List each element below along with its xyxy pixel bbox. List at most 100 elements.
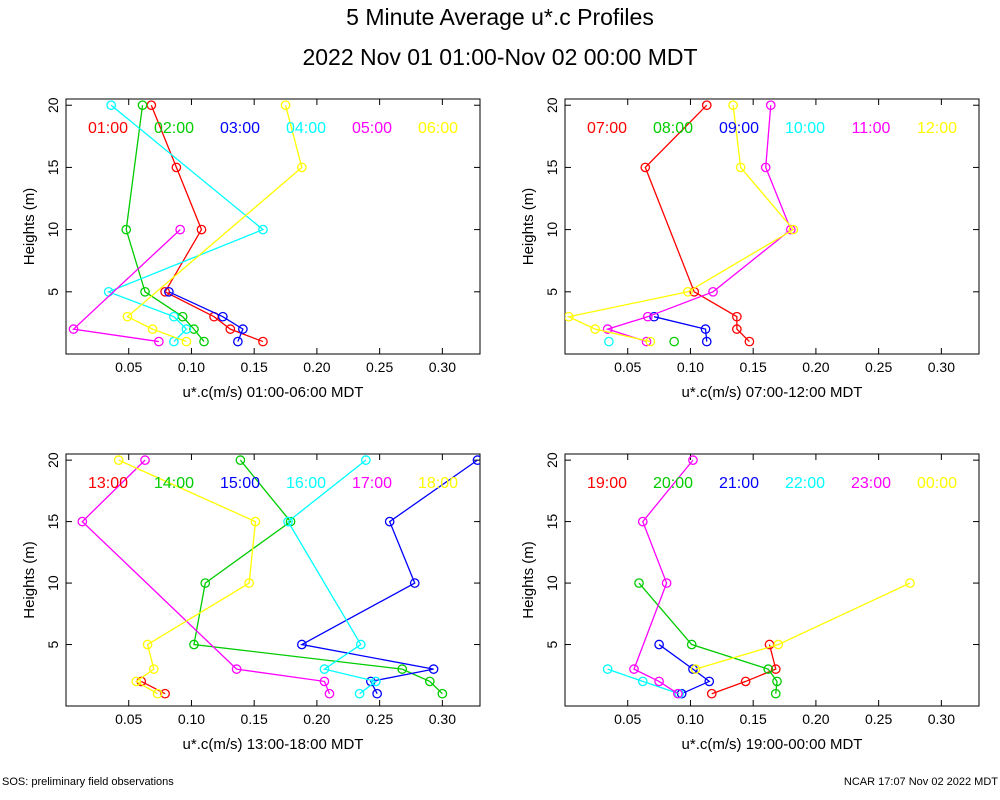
legend-entry: 10:00 [785,120,825,137]
y-tick-label: 15 [544,159,560,175]
legend-entry: 08:00 [653,120,693,137]
x-axis-label: u*.c(m/s) 19:00-00:00 MDT [682,736,863,753]
series-line-04:00 [106,104,265,343]
series-line-11:00 [605,105,792,343]
legend-entry: 23:00 [851,475,891,492]
data-point [765,100,776,111]
data-point [140,286,150,297]
data-point [732,311,742,322]
legend-entry: 15:00 [220,475,260,492]
data-point [641,336,652,347]
x-axis-label: u*.c(m/s) 01:00-06:00 MDT [183,384,364,401]
legend-entry: 06:00 [418,120,458,137]
series-line-23:00 [633,459,694,695]
x-tick-label: 0.30 [429,711,456,727]
data-point [297,639,307,650]
data-point [355,639,366,650]
y-tick-label: 10 [544,575,560,591]
data-point [153,336,164,347]
data-point [424,676,435,687]
data-point [760,162,771,173]
series-line-19:00 [711,644,777,695]
legend-entry: 22:00 [785,475,825,492]
x-tick-label: 0.05 [115,711,142,727]
x-tick-label: 0.20 [303,711,330,727]
plot-frame [65,453,481,707]
legend-entry: 16:00 [286,475,326,492]
data-point [169,311,179,322]
data-point [654,676,664,687]
data-point [735,162,746,173]
data-point [175,224,186,235]
series-line-02:00 [125,105,205,342]
x-tick-label: 0.25 [865,359,892,375]
data-point [280,100,291,111]
series-line-22:00 [607,668,680,695]
x-tick-label: 0.10 [178,711,205,727]
x-tick-label: 0.30 [928,359,955,375]
data-point [152,688,163,699]
legend-entry: 04:00 [286,120,326,137]
y-tick-label: 5 [544,640,560,648]
legend-entry: 14:00 [154,475,194,492]
series-line-12:00 [566,105,795,343]
data-point [122,311,133,322]
data-point [565,311,574,322]
x-tick-label: 0.15 [740,359,767,375]
data-point [654,639,664,650]
data-point [131,676,142,687]
data-point [728,100,738,111]
data-point [77,516,88,527]
plot-frame [564,98,980,355]
data-point [360,455,371,465]
y-tick-label: 10 [544,222,560,238]
data-point [231,664,242,674]
legend-entry: 11:00 [852,120,891,137]
chart-title: 5 Minute Average u*.c Profiles [346,4,654,30]
data-point [629,664,639,674]
data-point [258,336,268,347]
data-point [250,516,261,527]
x-tick-label: 0.05 [614,359,641,375]
x-tick-label: 0.20 [303,359,330,375]
data-point [602,664,613,674]
series-line-16:00 [287,459,378,695]
plot-frame [564,453,980,707]
series-line-18:00 [118,459,257,695]
data-point [785,224,796,235]
data-point [428,664,439,674]
data-point [740,676,751,687]
data-point [244,578,255,588]
y-tick-label: 20 [45,97,61,113]
data-point [140,455,150,465]
data-point [397,664,408,674]
legend-entry: 19:00 [587,475,627,492]
data-point [319,664,330,674]
data-point [661,578,672,588]
data-point [171,162,182,173]
data-point [371,676,381,687]
data-point [788,224,799,235]
series-line-21:00 [658,644,711,695]
data-point [604,336,614,347]
data-point [763,664,774,674]
footer-right-stamp: NCAR 17:07 Nov 02 2022 MDT [843,776,998,788]
data-point [235,455,246,465]
y-tick-label: 20 [45,452,61,468]
legend-entry: 02:00 [154,120,194,137]
y-axis-label: Heights (m) [520,541,537,619]
data-point [384,516,395,527]
data-point [324,688,335,699]
data-point [319,676,330,687]
data-point [640,162,651,173]
data-point [113,455,124,465]
data-point [637,516,648,527]
data-point [690,664,701,674]
series-line-05:00 [72,229,181,343]
series-line-15:00 [299,459,478,695]
x-tick-label: 0.10 [677,711,704,727]
data-point [472,455,480,465]
series-group [68,100,307,347]
legend-entry: 05:00 [352,120,392,137]
data-point [708,286,718,297]
